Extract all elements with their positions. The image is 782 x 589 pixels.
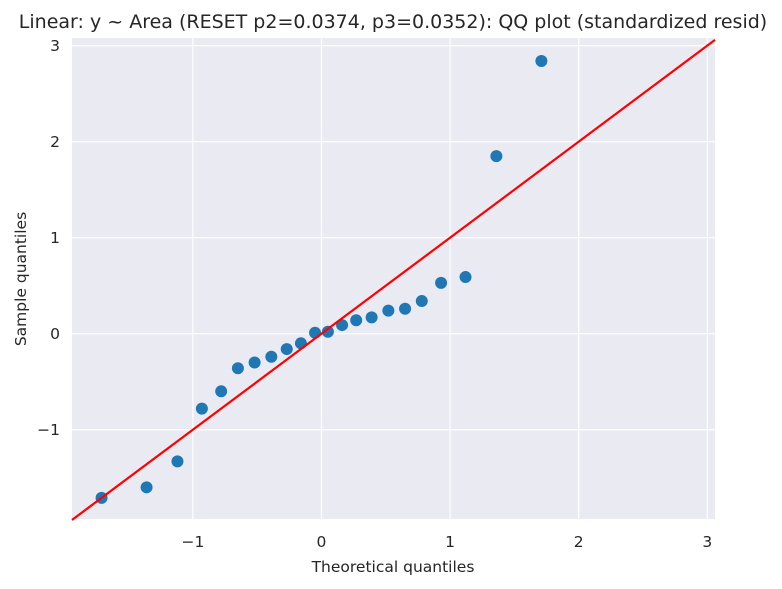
y-axis-label: Sample quantiles <box>12 212 30 346</box>
data-point <box>415 295 428 308</box>
data-point <box>294 337 307 350</box>
y-tick-label: 0 <box>50 325 60 343</box>
data-point <box>459 271 472 284</box>
reference-line <box>71 39 716 521</box>
data-point <box>365 311 378 324</box>
x-tick-label: −1 <box>181 533 204 551</box>
data-point <box>195 402 208 415</box>
data-point <box>309 326 322 339</box>
data-point <box>336 319 349 332</box>
x-tick-labels: −1 0 1 2 3 <box>181 533 712 551</box>
x-tick-label: 0 <box>317 533 327 551</box>
data-point <box>248 356 261 369</box>
x-tick-label: 1 <box>445 533 455 551</box>
x-tick-label: 2 <box>574 533 584 551</box>
y-tick-labels: −1 0 1 2 3 <box>37 37 60 439</box>
data-point <box>265 350 278 363</box>
data-point <box>231 362 244 375</box>
data-point <box>535 55 548 68</box>
data-point <box>171 455 184 468</box>
y-tick-label: 1 <box>50 229 60 247</box>
data-point <box>490 150 503 163</box>
chart-title: Linear: y ~ Area (RESET p2=0.0374, p3=0.… <box>19 11 767 33</box>
data-point <box>350 314 363 327</box>
y-tick-label: −1 <box>37 421 60 439</box>
data-point <box>435 276 448 289</box>
y-tick-label: 3 <box>50 37 60 55</box>
x-tick-label: 3 <box>702 533 712 551</box>
x-axis-label: Theoretical quantiles <box>311 558 475 576</box>
data-point <box>140 481 153 494</box>
data-point <box>215 385 228 398</box>
data-point <box>399 302 412 315</box>
y-tick-label: 2 <box>50 133 60 151</box>
data-point <box>280 343 293 356</box>
grid-lines <box>72 38 715 519</box>
data-point <box>382 304 395 317</box>
data-point <box>321 325 334 338</box>
